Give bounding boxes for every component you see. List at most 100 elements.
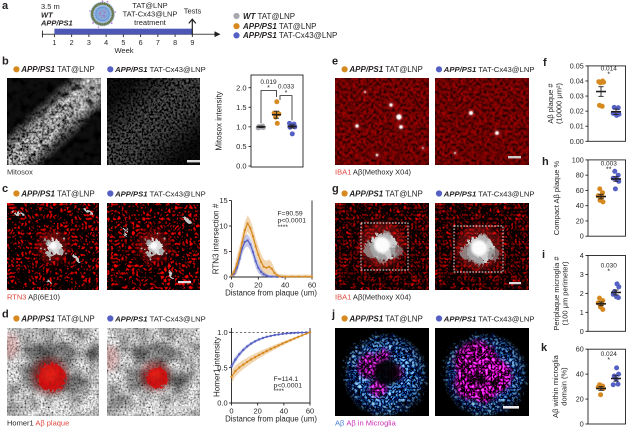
svg-text:100: 100 [572, 155, 584, 164]
svg-text:TAT-Cx43@LNP: TAT-Cx43@LNP [123, 10, 178, 19]
svg-text:20: 20 [576, 395, 584, 404]
svg-text:e: e [332, 56, 338, 68]
svg-text:RTN3 Aβ(6E10): RTN3 Aβ(6E10) [7, 293, 60, 302]
svg-text:0.04: 0.04 [570, 76, 584, 85]
svg-text:0.05: 0.05 [570, 61, 584, 70]
svg-text:9: 9 [190, 38, 194, 47]
svg-text:10: 10 [219, 222, 227, 231]
svg-text:APP/PS1 TAT@LNP: APP/PS1 TAT@LNP [20, 65, 94, 74]
svg-text:APP/PS1: APP/PS1 [40, 19, 73, 28]
svg-text:0.030: 0.030 [601, 263, 618, 270]
svg-text:*: * [607, 269, 610, 276]
svg-text:2: 2 [70, 38, 74, 47]
svg-text:0.024: 0.024 [601, 351, 618, 358]
svg-text:40: 40 [280, 407, 288, 416]
svg-text:0: 0 [580, 420, 584, 429]
svg-text:2: 2 [580, 289, 584, 298]
svg-text:k: k [541, 342, 548, 354]
svg-text:****: **** [274, 388, 285, 395]
svg-text:0.00: 0.00 [570, 137, 584, 146]
svg-text:0.5: 0.5 [217, 363, 227, 372]
svg-text:1.0: 1.0 [217, 328, 227, 337]
svg-text:domain (%): domain (%) [560, 367, 569, 406]
svg-text:0.03: 0.03 [570, 92, 584, 101]
svg-text:20: 20 [253, 407, 261, 416]
svg-text:5: 5 [121, 38, 125, 47]
svg-text:RTN3 intersection #: RTN3 intersection # [212, 203, 221, 274]
svg-text:F=114.1: F=114.1 [274, 376, 299, 383]
svg-text:15: 15 [219, 196, 227, 205]
svg-text:1.5: 1.5 [236, 103, 246, 112]
svg-text:0.01: 0.01 [570, 122, 584, 131]
svg-text:APP/PS1 TAT-Cx43@LNP: APP/PS1 TAT-Cx43@LNP [443, 314, 535, 323]
svg-text:1: 1 [580, 308, 584, 317]
svg-text:0: 0 [229, 281, 233, 290]
svg-text:0.02: 0.02 [570, 107, 584, 116]
svg-text:APP/PS1 TAT-Cx43@LNP: APP/PS1 TAT-Cx43@LNP [114, 314, 206, 323]
svg-text:2.0: 2.0 [236, 83, 246, 92]
svg-text:APP/PS1 TAT@LNP: APP/PS1 TAT@LNP [348, 314, 422, 323]
svg-text:APP/PS1 TAT-Cx43@LNP: APP/PS1 TAT-Cx43@LNP [114, 189, 206, 198]
svg-text:5: 5 [224, 247, 228, 256]
svg-text:8: 8 [173, 38, 177, 47]
svg-text:60: 60 [576, 186, 584, 195]
svg-text:WT TAT@LNP: WT TAT@LNP [243, 12, 295, 21]
svg-text:Mitosox: Mitosox [7, 168, 33, 177]
svg-text:Homer1 intensity: Homer1 intensity [213, 337, 222, 397]
svg-text:c: c [2, 183, 8, 195]
svg-text:3.5 m: 3.5 m [41, 2, 60, 11]
svg-text:Aβ within microglia: Aβ within microglia [551, 354, 560, 417]
svg-text:0.014: 0.014 [601, 66, 618, 73]
svg-text:j: j [331, 309, 335, 321]
svg-text:0.003: 0.003 [601, 161, 618, 168]
svg-text:APP/PS1 TAT-Cx43@LNP: APP/PS1 TAT-Cx43@LNP [114, 65, 206, 74]
svg-text:3: 3 [580, 270, 584, 279]
svg-text:*: * [267, 85, 270, 92]
svg-text:Compact Aβ plaque %: Compact Aβ plaque % [552, 160, 561, 235]
svg-text:1.0: 1.0 [236, 122, 246, 131]
svg-text:APP/PS1 TAT@LNP: APP/PS1 TAT@LNP [20, 314, 94, 323]
svg-text:0.033: 0.033 [278, 84, 295, 91]
svg-text:WT: WT [41, 11, 54, 20]
svg-text:Week: Week [114, 46, 133, 55]
svg-text:60: 60 [576, 345, 584, 354]
svg-text:d: d [2, 309, 9, 321]
svg-text:f: f [543, 57, 547, 69]
svg-text:APP/PS1 TAT@LNP: APP/PS1 TAT@LNP [242, 22, 316, 31]
svg-text:20: 20 [254, 281, 262, 290]
svg-text:IBA1 Aβ(Methoxy X04): IBA1 Aβ(Methoxy X04) [335, 168, 412, 177]
svg-text:0.019: 0.019 [260, 79, 277, 86]
svg-text:60: 60 [308, 281, 316, 290]
svg-text:0: 0 [580, 327, 584, 336]
svg-text:F=90.59: F=90.59 [278, 211, 303, 218]
svg-text:(10000 μm²): (10000 μm²) [555, 83, 564, 125]
svg-text:0.5: 0.5 [236, 142, 246, 151]
svg-text:i: i [542, 249, 545, 261]
svg-text:40: 40 [281, 281, 289, 290]
svg-text:*: * [607, 357, 610, 364]
svg-text:Distance from plaque (um): Distance from plaque (um) [225, 415, 317, 424]
svg-text:APP/PS1 TAT-Cx43@LNP: APP/PS1 TAT-Cx43@LNP [443, 65, 535, 74]
svg-text:40: 40 [576, 370, 584, 379]
svg-text:*: * [285, 90, 288, 97]
svg-text:APP/PS1 TAT@LNP: APP/PS1 TAT@LNP [348, 189, 422, 198]
svg-text:7: 7 [156, 38, 160, 47]
svg-text:1: 1 [52, 38, 56, 47]
svg-text:p<0.0001: p<0.0001 [274, 382, 303, 389]
svg-text:treatment: treatment [134, 18, 167, 27]
svg-text:TAT@LNP: TAT@LNP [132, 1, 167, 10]
svg-text:Homer1 Aβ plaque: Homer1 Aβ plaque [7, 419, 69, 428]
svg-text:0.0: 0.0 [217, 399, 227, 408]
svg-text:a: a [2, 0, 9, 12]
svg-text:APP/PS1 TAT-Cx43@LNP: APP/PS1 TAT-Cx43@LNP [242, 31, 337, 40]
svg-text:Aβ Aβ in Microglia: Aβ Aβ in Microglia [335, 419, 397, 428]
svg-text:4: 4 [580, 251, 584, 260]
svg-text:80: 80 [576, 171, 584, 180]
svg-text:g: g [332, 183, 339, 195]
svg-text:IBA1 Aβ(Methoxy X04): IBA1 Aβ(Methoxy X04) [335, 293, 412, 302]
svg-text:4: 4 [104, 38, 108, 47]
svg-text:APP/PS1 TAT@LNP: APP/PS1 TAT@LNP [20, 189, 94, 198]
svg-text:60: 60 [306, 407, 314, 416]
svg-text:Periplaque microglia #: Periplaque microglia # [552, 256, 561, 331]
svg-text:40: 40 [576, 201, 584, 210]
